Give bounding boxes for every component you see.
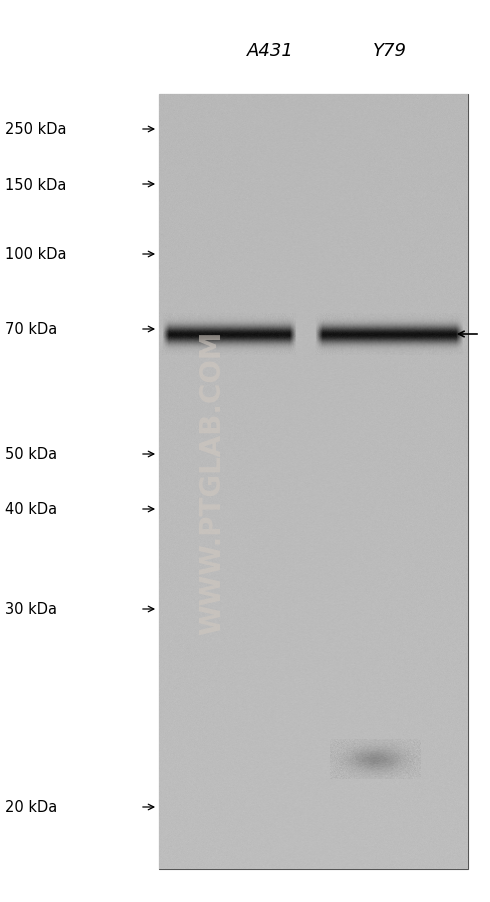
Text: 30 kDa: 30 kDa [5,602,57,617]
Text: A431: A431 [246,42,294,60]
Text: WWW.PTGLAB.COM: WWW.PTGLAB.COM [198,330,226,634]
Text: 250 kDa: 250 kDa [5,123,67,137]
Text: 40 kDa: 40 kDa [5,502,57,517]
Text: 20 kDa: 20 kDa [5,799,57,815]
Text: 150 kDa: 150 kDa [5,178,66,192]
Text: 50 kDa: 50 kDa [5,447,57,462]
Text: 70 kDa: 70 kDa [5,322,57,337]
Text: 100 kDa: 100 kDa [5,247,67,262]
Text: Y79: Y79 [373,42,407,60]
Bar [159,95,468,869]
